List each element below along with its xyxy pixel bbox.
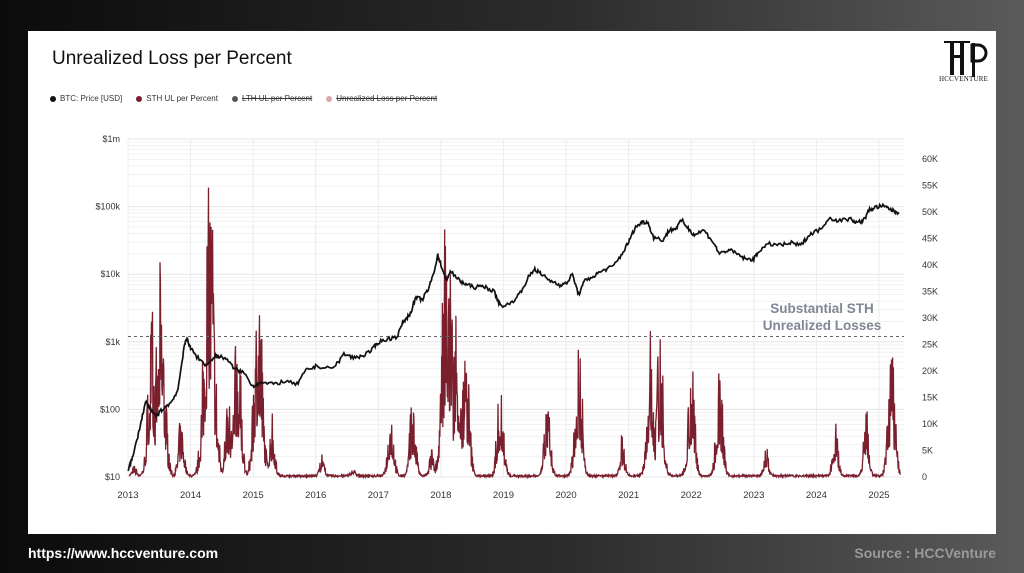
- y-right-tick-label: 10K: [922, 419, 938, 429]
- y-right-tick-label: 40K: [922, 260, 938, 270]
- x-tick-label: 2024: [806, 490, 827, 501]
- legend-label: BTC: Price [USD]: [60, 94, 123, 103]
- btc-price-line: [127, 202, 900, 472]
- x-tick-label: 2017: [368, 490, 389, 501]
- y-right-tick-label: 20K: [922, 366, 938, 376]
- footer-url-link[interactable]: https://www.hccventure.com: [28, 545, 219, 561]
- chart-card: Unrealized Loss per Percent HCCVENTURE B…: [28, 31, 996, 534]
- annotation-text: Substantial STH: [770, 301, 874, 316]
- chart-title: Unrealized Loss per Percent: [52, 48, 292, 69]
- chart-plot: $10 $100 $1k $10k $100k $1m 0 5K 10K 15K 20K 25K 30K…: [95, 134, 938, 501]
- logo-text: HCCVENTURE: [939, 75, 989, 83]
- x-tick-label: 2023: [743, 490, 764, 501]
- hccventure-logo: [944, 41, 988, 77]
- y-right-tick-label: 35K: [922, 287, 938, 297]
- x-tick-label: 2022: [681, 490, 702, 501]
- legend-dot: [231, 95, 238, 102]
- x-tick-label: 2013: [117, 490, 138, 501]
- y-left-tick-label: $10k: [100, 269, 120, 279]
- y-right-tick-label: 60K: [922, 154, 938, 164]
- footer-source: Source : HCCVenture: [854, 545, 996, 561]
- y-right-tick-label: 55K: [922, 181, 938, 191]
- x-tick-label: 2016: [305, 490, 326, 501]
- y-left-tick-label: $100k: [95, 202, 120, 212]
- legend-dot: [136, 95, 143, 102]
- y-right-tick-label: 0: [922, 472, 927, 482]
- legend-dot: [50, 95, 56, 102]
- x-tick-label: 2021: [618, 490, 639, 501]
- y-right-tick-label: 5K: [922, 446, 933, 456]
- x-tick-label: 2020: [555, 490, 576, 501]
- legend-label: Unrealized Loss per Percent: [336, 94, 438, 103]
- x-tick-label: 2018: [430, 490, 451, 501]
- chart-legend: BTC: Price [USD] STH UL per Percent LTH …: [50, 94, 437, 103]
- legend-item-price[interactable]: BTC: Price [USD]: [50, 94, 122, 103]
- y-right-tick-label: 15K: [922, 393, 938, 403]
- y-left-tick-label: $10: [105, 472, 120, 482]
- x-tick-label: 2014: [180, 490, 201, 501]
- annotation-text: Unrealized Losses: [763, 318, 882, 333]
- y-left-tick-label: $1k: [105, 337, 120, 347]
- y-left-tick-label: $100: [100, 404, 120, 414]
- y-right-tick-label: 45K: [922, 234, 938, 244]
- y-right-tick-label: 50K: [922, 207, 938, 217]
- y-right-tick-label: 30K: [922, 313, 938, 323]
- x-tick-label: 2019: [493, 490, 514, 501]
- legend-label: LTH UL per Percent: [241, 94, 313, 103]
- x-tick-label: 2025: [868, 490, 889, 501]
- legend-item-lth[interactable]: LTH UL per Percent: [231, 94, 313, 103]
- legend-item-sth[interactable]: STH UL per Percent: [136, 94, 218, 103]
- legend-item-ul[interactable]: Unrealized Loss per Percent: [326, 94, 437, 103]
- sth-ul-line: [128, 187, 902, 480]
- legend-label: STH UL per Percent: [146, 94, 218, 103]
- x-tick-label: 2015: [243, 490, 264, 501]
- legend-dot: [326, 95, 333, 102]
- y-left-tick-label: $1m: [102, 134, 120, 144]
- y-right-tick-label: 25K: [922, 340, 938, 350]
